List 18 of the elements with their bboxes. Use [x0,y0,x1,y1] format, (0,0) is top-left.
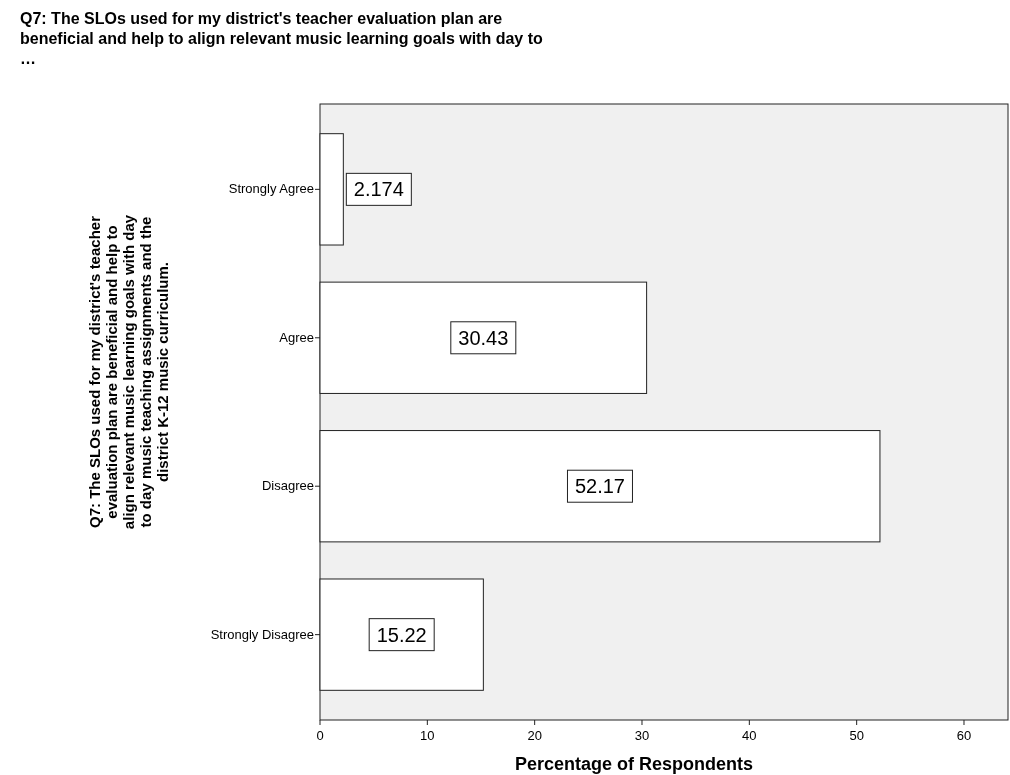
data-label: 30.43 [458,326,509,349]
data-label: 15.22 [376,623,427,646]
chart-title: Q7: The SLOs used for my district's teacher evaluation plan are beneficial and help to align relevant music learning goals with day to … [20,10,543,67]
data-label: 52.17 [574,475,626,498]
y-tick-label: Agree [279,329,314,345]
x-tick-label: 40 [742,728,757,743]
y-tick-label: Strongly Disagree [210,626,314,642]
x-tick-label: 10 [420,728,435,743]
x-axis-title: Percentage of Respondents [514,754,754,774]
x-tick-label: 20 [527,728,542,743]
x-tick-label: 0 [316,728,324,743]
x-tick-label: 50 [849,728,864,743]
x-tick-label: 30 [634,728,650,743]
data-label: 2.174 [353,178,404,201]
y-tick-label: Strongly Agree [228,181,314,197]
y-axis-title: Q7: The SLOs used for my district's teacher evaluation plan are beneficial and help to align relevant music learning goals with day to day music teaching assignments and the district K-12 music curriculum. [86,214,171,530]
y-tick-label: Disagree [261,478,314,494]
x-tick-label: 60 [956,728,972,743]
